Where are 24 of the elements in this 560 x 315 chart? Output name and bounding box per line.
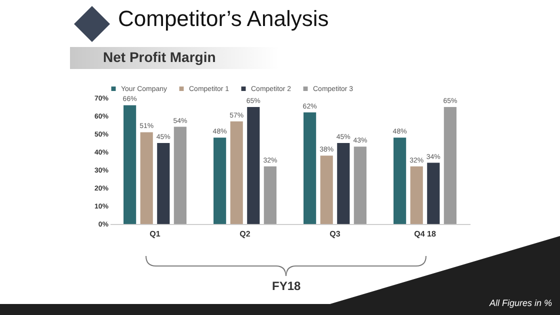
bar [354, 146, 366, 224]
bar [247, 107, 260, 224]
bar [264, 166, 276, 224]
bar [394, 138, 406, 224]
chart-subtitle: Net Profit Margin [103, 49, 216, 65]
bar [230, 121, 243, 224]
bar [337, 143, 350, 224]
bar [140, 132, 153, 224]
chart-title: Competitor’s Analysis [118, 6, 329, 32]
text: FY18 [272, 279, 301, 293]
bar [157, 143, 170, 224]
text: All Figures in % [489, 298, 552, 308]
bar [410, 166, 423, 224]
x-tick-label: Q4 18 [414, 230, 436, 238]
bar [304, 112, 316, 224]
bar [427, 162, 440, 224]
x-tick-label: Q1 [150, 230, 161, 238]
bar [320, 156, 333, 224]
bar [124, 105, 136, 224]
x-tick-label: Q2 [240, 230, 251, 238]
bar [174, 126, 186, 224]
x-tick-label: Q3 [330, 230, 341, 238]
bar [214, 138, 226, 224]
bar [444, 107, 456, 224]
